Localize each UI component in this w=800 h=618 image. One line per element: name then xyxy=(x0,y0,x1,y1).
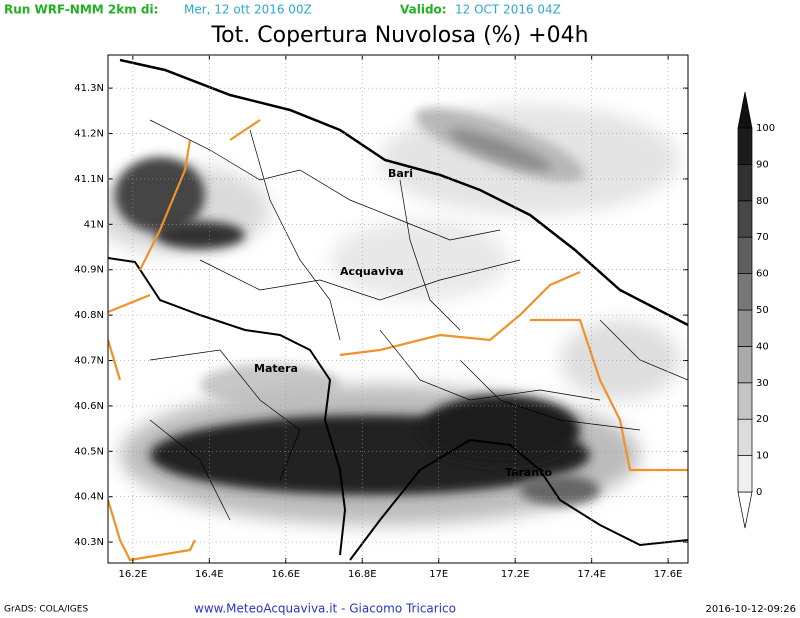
colorbar-label: 10 xyxy=(756,451,769,462)
colorbar: 0 10 20 30 40 50 60 70 80 90 100 xyxy=(737,91,775,529)
valid-label: Valido: xyxy=(400,3,447,17)
cloud xyxy=(155,221,245,249)
x-tick-label: 16.6E xyxy=(271,569,300,580)
colorbar-box xyxy=(737,200,753,238)
colorbar-box xyxy=(737,455,753,493)
run-label: Run WRF-NMM 2km di: xyxy=(4,3,158,17)
colorbar-label: 30 xyxy=(756,378,769,389)
cloud xyxy=(520,475,600,505)
x-tick-label: 17.6E xyxy=(654,569,683,580)
cloud-field xyxy=(108,105,680,525)
place-label: Taranto xyxy=(505,466,552,479)
coastline xyxy=(119,58,688,327)
x-tick-label: 17.2E xyxy=(501,569,530,580)
colorbar-label: 90 xyxy=(756,159,769,170)
y-tick-label: 40.7N xyxy=(74,356,104,367)
y-tick-label: 41.2N xyxy=(74,129,104,140)
software: GrADS: COLA/IGES xyxy=(4,605,88,615)
colorbar-box xyxy=(737,164,753,202)
colorbar-box xyxy=(737,382,753,420)
x-tick-label: 17E xyxy=(429,569,448,580)
colorbar-label: 0 xyxy=(756,487,762,498)
x-tick-label: 16.2E xyxy=(119,569,148,580)
credits: www.MeteoAcquaviva.it - Giacomo Tricaric… xyxy=(194,602,456,616)
colorbar-label: 20 xyxy=(756,414,769,425)
y-tick-label: 40.9N xyxy=(74,265,104,276)
cloud xyxy=(560,320,680,400)
cloud xyxy=(448,128,552,172)
colorbar-label: 100 xyxy=(756,123,775,134)
map-area: Bari Acquaviva Matera Taranto xyxy=(108,55,688,563)
colorbar-end xyxy=(737,491,753,529)
run-date: Mer, 12 ott 2016 00Z xyxy=(184,3,312,17)
y-tick-label: 41.1N xyxy=(74,174,104,185)
colorbar-label: 50 xyxy=(756,305,769,316)
cloud xyxy=(330,220,510,300)
title: Tot. Copertura Nuvolosa (%) +04h xyxy=(210,23,588,48)
place-label: Matera xyxy=(254,362,298,375)
colorbar-box xyxy=(737,309,753,347)
region-border xyxy=(108,257,347,556)
colorbar-label: 70 xyxy=(756,232,769,243)
place-label: Acquaviva xyxy=(340,265,404,278)
y-tick-label: 40.3N xyxy=(74,537,104,548)
y-tick-label: 40.8N xyxy=(74,310,104,321)
map-frame xyxy=(107,54,689,564)
y-tick-label: 40.6N xyxy=(74,401,104,412)
x-tick-label: 16.8E xyxy=(348,569,377,580)
colorbar-label: 60 xyxy=(756,269,769,280)
colorbar-box xyxy=(737,418,753,456)
colorbar-label: 80 xyxy=(756,196,769,207)
colorbar-box xyxy=(737,346,753,384)
place-label: Bari xyxy=(388,167,413,180)
y-tick-label: 41N xyxy=(84,219,104,230)
colorbar-box xyxy=(737,273,753,311)
colorbar-box xyxy=(737,127,753,165)
x-tick-label: 17.4E xyxy=(577,569,606,580)
y-tick-label: 40.5N xyxy=(74,446,104,457)
y-tick-label: 40.4N xyxy=(74,492,104,503)
coastline xyxy=(349,438,688,561)
cloud xyxy=(420,395,580,465)
colorbar-end xyxy=(737,91,753,129)
borders xyxy=(108,58,688,562)
y-tick-label: 41.3N xyxy=(74,83,104,94)
axes: 16.2E 16.4E 16.6E 16.8E 17E 17.2E 17.4E 17.6E 40… xyxy=(74,55,688,580)
colorbar-box xyxy=(737,236,753,274)
valid-date: 12 OCT 2016 04Z xyxy=(455,3,561,17)
region-border xyxy=(108,119,688,562)
x-tick-label: 16.4E xyxy=(195,569,224,580)
timestamp: 2016-10-12-09:26 xyxy=(705,604,796,615)
colorbar-label: 40 xyxy=(756,341,769,352)
